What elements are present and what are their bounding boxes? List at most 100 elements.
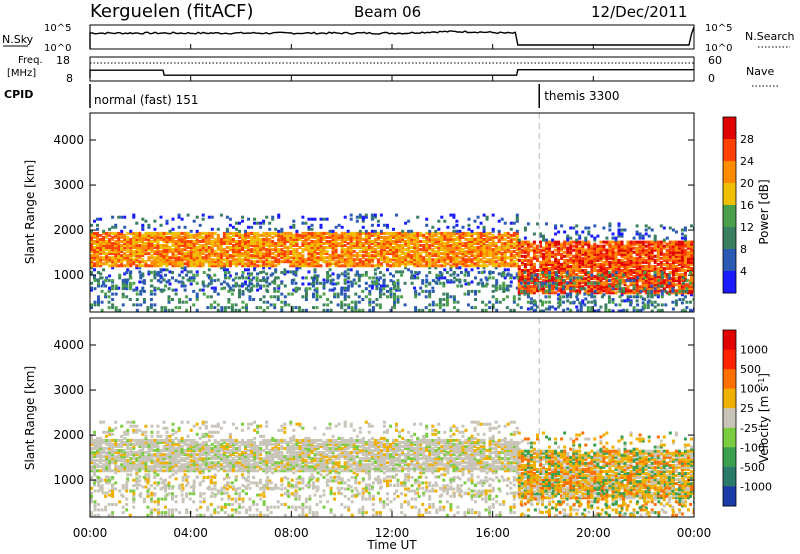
power-echo-cell	[526, 281, 530, 285]
power-echo-cell	[174, 231, 178, 235]
power-echo-cell	[529, 269, 533, 272]
power-echo-cell	[647, 260, 651, 264]
power-echo-cell	[286, 248, 290, 252]
power-echo-cell	[464, 264, 468, 268]
power-echo-cell	[512, 300, 516, 304]
power-echo-cell	[174, 288, 178, 292]
power-echo-cell	[477, 281, 481, 285]
power-echo-cell	[256, 244, 260, 247]
power-echo-cell	[683, 240, 687, 244]
power-echo-cell	[421, 279, 425, 283]
power-echo-cell	[428, 303, 432, 307]
power-echo-cell	[189, 235, 193, 239]
power-echo-cell	[252, 276, 256, 280]
power-echo-cell	[310, 264, 314, 268]
power-echo-cell	[650, 281, 654, 285]
power-echo-cell	[476, 225, 480, 229]
power-echo-cell	[608, 250, 612, 254]
power-echo-cell	[602, 271, 606, 274]
power-echo-cell	[647, 226, 651, 230]
velocity-echo-cell	[93, 483, 96, 487]
power-echo-cell	[656, 262, 660, 266]
power-echo-cell	[458, 256, 462, 260]
power-echo-cell	[494, 246, 498, 249]
power-echo-cell	[647, 242, 651, 246]
power-echo-cell	[222, 237, 226, 241]
power-echo-cell	[671, 277, 675, 281]
power-echo-cell	[539, 273, 542, 277]
power-echo-cell	[646, 295, 650, 299]
power-echo-cell	[495, 281, 499, 285]
power-echo-cell	[488, 300, 492, 304]
power-echo-cell	[653, 281, 657, 285]
power-echo-cell	[337, 258, 341, 262]
power-echo-cell	[93, 300, 97, 304]
power-echo-cell	[617, 275, 621, 279]
power-echo-cell	[389, 279, 393, 283]
power-echo-cell	[183, 244, 187, 247]
power-echo-cell	[171, 242, 175, 245]
power-echo-cell	[361, 215, 365, 219]
power-echo-cell	[244, 256, 247, 260]
power-echo-cell	[647, 254, 651, 258]
velocity-echo-cell	[96, 455, 99, 459]
power-echo-cell	[485, 231, 489, 235]
power-echo-cell	[665, 250, 669, 254]
power-echo-cell	[210, 227, 214, 231]
power-echo-cell	[105, 248, 109, 252]
power-echo-cell	[355, 242, 359, 245]
power-echo-cell	[310, 242, 314, 245]
power-echo-cell	[599, 248, 603, 252]
power-echo-cell	[578, 250, 582, 254]
power-echo-cell	[313, 233, 317, 237]
power-echo-cell	[223, 306, 227, 310]
power-echo-cell	[167, 287, 171, 291]
power-echo-cell	[358, 235, 362, 239]
power-echo-cell	[253, 221, 257, 225]
power-echo-cell	[325, 231, 329, 235]
power-echo-cell	[102, 246, 106, 249]
power-echo-cell	[386, 252, 389, 256]
power-echo-cell	[520, 287, 524, 291]
power-echo-cell	[500, 252, 504, 256]
power-echo-cell	[271, 242, 275, 245]
power-echo-cell	[690, 224, 693, 228]
power-echo-cell	[102, 242, 106, 245]
power-echo-cell	[599, 252, 603, 256]
power-echo-cell	[579, 276, 583, 280]
power-echo-cell	[482, 250, 486, 254]
power-echo-cell	[255, 284, 259, 288]
power-echo-cell	[90, 262, 93, 266]
power-echo-cell	[632, 289, 636, 293]
power-echo-cell	[428, 246, 432, 249]
power-echo-cell	[367, 235, 371, 239]
power-echo-cell	[674, 289, 678, 293]
power-echo-cell	[656, 248, 660, 252]
power-echo-cell	[494, 248, 498, 252]
velocity-echo-cell	[90, 455, 93, 459]
power-echo-cell	[467, 231, 471, 235]
power-echo-cell	[247, 231, 250, 235]
power-colorbar-swatch	[723, 205, 736, 228]
power-echo-cell	[186, 258, 190, 262]
power-echo-cell	[117, 286, 121, 290]
velocity-echo-cell	[93, 463, 96, 467]
power-echo-cell	[378, 289, 382, 293]
power-echo-cell	[620, 234, 624, 238]
power-echo-cell	[665, 273, 669, 277]
power-echo-cell	[398, 254, 401, 258]
power-echo-cell	[437, 244, 441, 247]
power-echo-cell	[334, 260, 338, 264]
power-echo-cell	[614, 265, 618, 268]
power-echo-cell	[241, 300, 245, 304]
velocity-echo-cell	[93, 459, 96, 463]
power-echo-cell	[668, 262, 672, 266]
power-echo-cell	[467, 281, 470, 285]
velocity-echo-cell	[99, 445, 103, 448]
power-echo-cell	[90, 256, 93, 260]
power-echo-cell	[604, 276, 608, 280]
power-echo-cell	[632, 265, 636, 268]
power-echo-cell	[579, 303, 583, 307]
power-echo-cell	[593, 250, 597, 254]
power-echo-cell	[481, 271, 485, 274]
